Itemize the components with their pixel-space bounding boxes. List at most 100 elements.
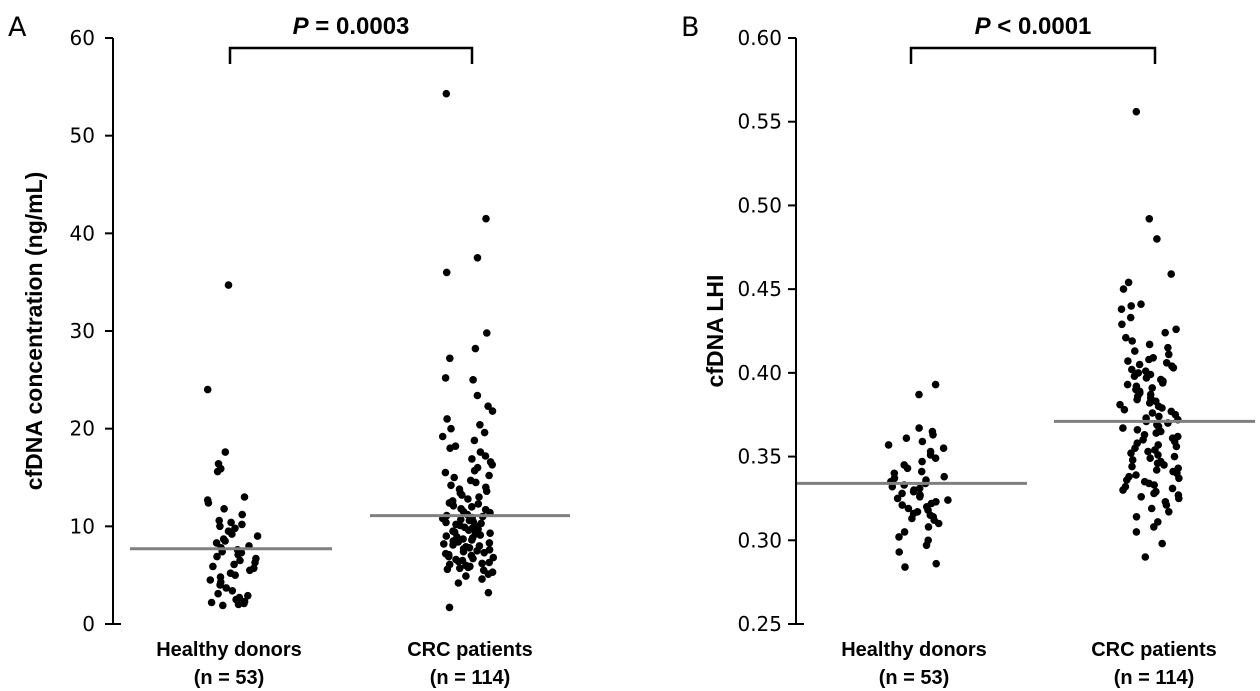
p-value: = 0.0003 bbox=[309, 13, 410, 40]
data-point bbox=[228, 530, 236, 538]
data-point bbox=[901, 563, 909, 571]
data-point bbox=[929, 431, 937, 439]
panel-letter: A bbox=[8, 12, 27, 43]
data-point bbox=[238, 520, 246, 529]
data-point bbox=[1131, 347, 1139, 355]
data-point bbox=[476, 421, 484, 429]
data-point bbox=[440, 540, 448, 548]
data-point bbox=[468, 536, 476, 544]
data-point bbox=[1148, 384, 1156, 392]
data-point bbox=[1122, 333, 1130, 342]
data-point bbox=[1162, 501, 1171, 509]
data-point bbox=[1118, 320, 1126, 329]
data-point bbox=[1172, 325, 1180, 334]
data-point bbox=[1148, 409, 1157, 417]
data-point bbox=[244, 591, 252, 600]
data-point bbox=[470, 466, 479, 475]
data-point bbox=[903, 464, 912, 473]
data-point bbox=[447, 481, 455, 490]
data-point bbox=[934, 519, 943, 528]
panel-letter: B bbox=[681, 12, 700, 43]
data-point bbox=[464, 563, 473, 572]
data-point bbox=[915, 424, 923, 432]
data-point bbox=[1145, 355, 1153, 364]
data-point bbox=[441, 468, 450, 477]
data-point bbox=[442, 268, 451, 277]
data-point bbox=[473, 547, 481, 555]
data-point bbox=[454, 579, 463, 587]
category-label: Healthy donors bbox=[156, 639, 302, 661]
data-point bbox=[1137, 300, 1145, 309]
p-symbol: P bbox=[293, 13, 310, 40]
data-point bbox=[240, 493, 249, 501]
data-point bbox=[251, 558, 259, 567]
significance-bracket bbox=[909, 46, 1157, 64]
data-point bbox=[442, 518, 450, 527]
data-point bbox=[221, 537, 229, 545]
data-point bbox=[449, 541, 457, 549]
data-point bbox=[1146, 454, 1154, 463]
y-tick-label: 60 bbox=[70, 26, 95, 50]
data-point bbox=[1119, 486, 1127, 494]
data-point bbox=[898, 501, 906, 509]
data-point bbox=[918, 437, 927, 446]
data-point bbox=[221, 448, 230, 456]
panel-b: B 0.25 0.30 0.35 0.40 0.45 0.50 0.55 0.60 cfDNA L… bbox=[681, 12, 1255, 689]
data-point bbox=[238, 510, 246, 519]
data-point bbox=[446, 354, 454, 363]
data-point bbox=[469, 554, 477, 563]
data-point bbox=[1172, 442, 1181, 451]
data-point bbox=[220, 505, 228, 513]
data-point bbox=[902, 434, 911, 443]
data-point bbox=[1144, 447, 1152, 456]
data-point bbox=[908, 514, 916, 523]
data-point bbox=[931, 454, 940, 463]
data-point bbox=[900, 528, 909, 536]
data-point bbox=[1167, 270, 1175, 278]
data-point bbox=[474, 500, 483, 508]
data-point bbox=[884, 441, 893, 449]
data-point bbox=[1124, 278, 1133, 287]
data-point bbox=[478, 575, 486, 583]
data-point bbox=[457, 515, 465, 524]
data-point bbox=[1123, 476, 1131, 484]
category-n-label: (n = 114) bbox=[1114, 667, 1195, 689]
data-point bbox=[1126, 313, 1135, 322]
category-n-label: (n = 53) bbox=[194, 667, 265, 689]
data-point bbox=[1127, 302, 1135, 310]
data-point bbox=[472, 478, 480, 487]
data-point bbox=[939, 444, 948, 453]
data-point bbox=[1150, 481, 1158, 489]
panel-a: A 0 10 20 30 40 50 60 cfDNA concentration (ng/mL… bbox=[8, 12, 570, 689]
data-point bbox=[227, 518, 235, 527]
data-point bbox=[1165, 350, 1173, 359]
data-point bbox=[1170, 452, 1179, 461]
data-point bbox=[449, 502, 458, 510]
data-point bbox=[231, 571, 239, 579]
data-point bbox=[1124, 357, 1132, 365]
data-point bbox=[1158, 404, 1166, 412]
data-point bbox=[1145, 399, 1154, 407]
data-point bbox=[445, 603, 454, 612]
data-point bbox=[1145, 215, 1154, 223]
data-point bbox=[246, 566, 254, 575]
data-point bbox=[944, 496, 952, 504]
data-point bbox=[1132, 471, 1140, 479]
data-point bbox=[214, 589, 222, 598]
category-n-label: (n = 53) bbox=[879, 667, 950, 689]
y-tick-label: 0.35 bbox=[737, 445, 782, 469]
data-point bbox=[207, 598, 216, 607]
data-point bbox=[915, 390, 923, 399]
data-point bbox=[234, 600, 243, 609]
data-point bbox=[1161, 328, 1169, 337]
category-n-label: (n = 114) bbox=[430, 667, 511, 689]
data-point bbox=[1132, 513, 1141, 521]
data-point bbox=[909, 487, 918, 496]
data-point bbox=[224, 281, 233, 289]
data-point bbox=[486, 529, 494, 537]
data-point bbox=[1132, 528, 1141, 536]
data-point bbox=[236, 556, 244, 565]
data-point bbox=[454, 557, 463, 566]
data-point bbox=[1169, 364, 1178, 372]
